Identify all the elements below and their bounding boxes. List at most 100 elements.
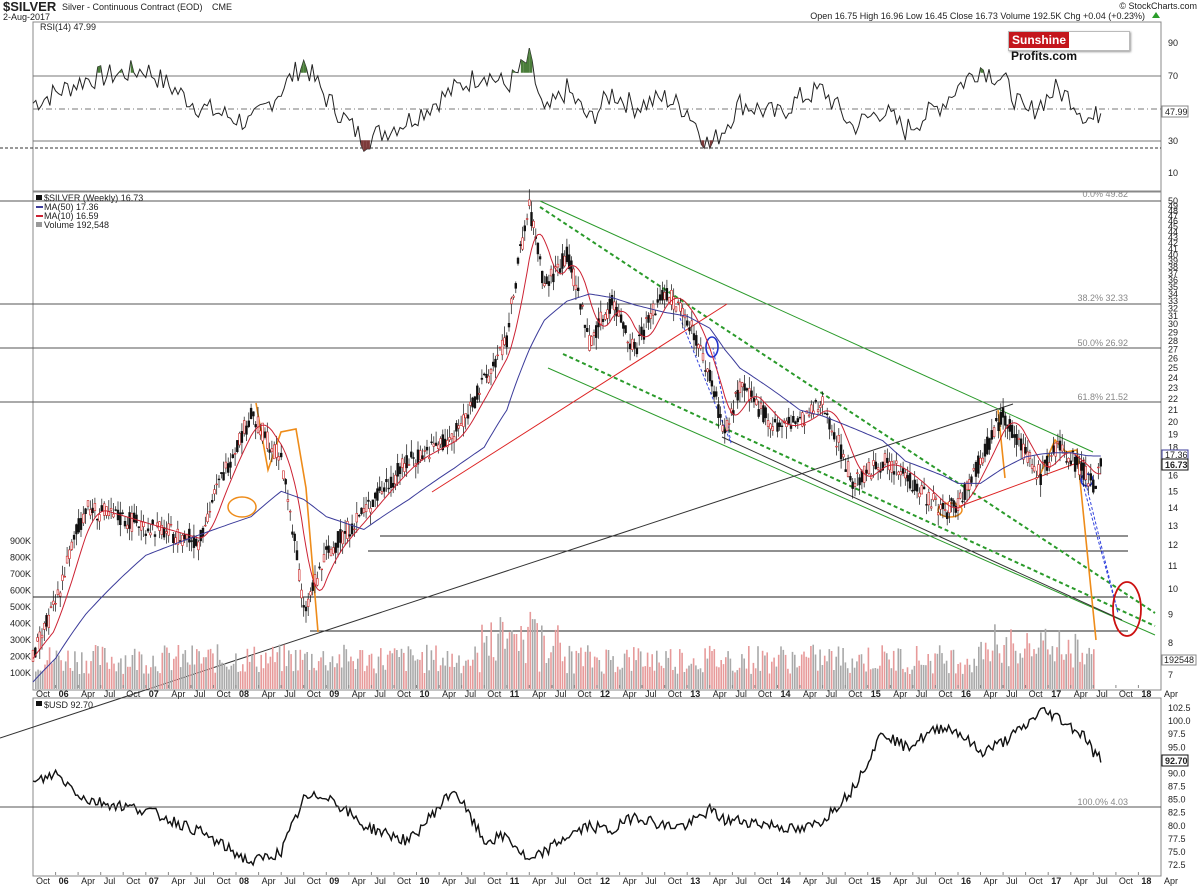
volume-bar xyxy=(697,669,699,689)
price-candle xyxy=(915,483,919,492)
volume-bar xyxy=(251,655,253,689)
volume-bar xyxy=(196,649,198,689)
volume-bar xyxy=(782,649,785,689)
volume-bar xyxy=(292,671,295,689)
price-candle xyxy=(252,411,255,417)
x-tick-label: Oct xyxy=(36,876,51,886)
volume-bar xyxy=(745,668,748,689)
volume-bar xyxy=(757,646,759,689)
price-candle xyxy=(1071,450,1075,453)
price-candle xyxy=(1050,455,1053,457)
legend-volume: Volume 192,548 xyxy=(44,220,109,230)
price-tick: 23 xyxy=(1168,383,1178,393)
price-candle xyxy=(1010,424,1014,438)
volume-bar xyxy=(48,647,51,689)
price-candle xyxy=(963,484,966,500)
x-tick-label: 08 xyxy=(239,876,249,886)
price-candle xyxy=(52,600,55,605)
volume-bar xyxy=(582,666,584,689)
price-candle xyxy=(734,392,737,394)
volume-bar xyxy=(982,659,985,689)
volume-bar xyxy=(115,671,118,689)
price-candle xyxy=(350,523,354,535)
price-candle xyxy=(496,354,499,357)
price-candle xyxy=(995,417,998,422)
price-candle xyxy=(114,509,117,511)
price-candle xyxy=(201,527,205,538)
price-candle xyxy=(98,514,101,522)
price-candle xyxy=(1078,463,1081,475)
volume-bar xyxy=(637,648,640,689)
volume-bar xyxy=(938,645,941,689)
rsi-oversold-fill xyxy=(701,140,705,149)
volume-bar xyxy=(902,668,904,689)
price-candle xyxy=(362,508,366,513)
volume-bar xyxy=(1053,661,1056,689)
volume-bar xyxy=(690,663,693,689)
volume-bar xyxy=(761,650,764,689)
price-candle xyxy=(656,299,659,303)
volume-bar xyxy=(952,649,955,689)
volume-bar xyxy=(679,649,681,689)
price-candle xyxy=(75,524,78,535)
volume-bar xyxy=(909,674,911,689)
price-candle xyxy=(448,437,451,441)
volume-bar xyxy=(345,649,348,689)
legend-ma50: MA(50) 17.36 xyxy=(44,202,99,212)
x-tick-label: Apr xyxy=(262,689,276,699)
volume-bar xyxy=(1093,649,1095,689)
x-tick-label: Oct xyxy=(668,689,683,699)
volume-bar xyxy=(214,672,216,689)
rsi-tick: 70 xyxy=(1168,71,1178,81)
volume-bar xyxy=(840,665,842,689)
x-tick-label: 13 xyxy=(690,689,700,699)
x-tick-label: Apr xyxy=(1164,689,1178,699)
volume-bar xyxy=(414,660,417,689)
volume-bar xyxy=(842,648,844,689)
volume-bar xyxy=(478,672,481,689)
volume-bar xyxy=(403,652,405,689)
volume-bar xyxy=(306,652,308,689)
volume-bar xyxy=(920,664,923,689)
price-candle xyxy=(918,492,921,498)
volume-tick: 500K xyxy=(10,602,31,612)
price-candle xyxy=(812,410,815,415)
volume-bar xyxy=(488,655,490,689)
volume-bar xyxy=(412,655,414,689)
volume-bar xyxy=(152,655,154,689)
volume-bar xyxy=(998,653,1001,689)
x-tick-label: Oct xyxy=(1119,689,1134,699)
volume-bar xyxy=(554,629,557,689)
green-dashed-upper xyxy=(539,206,1156,614)
volume-bar xyxy=(156,671,159,689)
usd-scale: 102.5100.097.595.092.590.087.585.082.580… xyxy=(1168,703,1191,870)
price-candle xyxy=(958,492,962,499)
price-candle xyxy=(1045,455,1049,471)
volume-bar xyxy=(377,656,380,689)
price-candle xyxy=(1033,466,1036,472)
price-candle xyxy=(663,292,666,300)
volume-bar xyxy=(536,623,538,689)
price-candle xyxy=(238,432,241,446)
price-candle xyxy=(382,487,386,492)
volume-bar xyxy=(803,651,805,689)
volume-bar xyxy=(557,625,559,689)
price-candle xyxy=(339,529,342,543)
price-tick: 19 xyxy=(1168,429,1178,439)
price-candle xyxy=(487,375,490,383)
volume-bar xyxy=(945,660,948,689)
price-candle xyxy=(503,337,506,345)
price-candle xyxy=(318,566,321,569)
price-candle xyxy=(357,514,361,517)
price-candle xyxy=(860,470,864,483)
volume-bar xyxy=(752,662,755,689)
volume-bar xyxy=(223,663,226,689)
volume-tick: 800K xyxy=(10,553,31,563)
volume-bar xyxy=(731,670,734,689)
rsi-overbought-fill xyxy=(97,65,101,73)
fib-label: 61.8% 21.52 xyxy=(1077,392,1128,402)
price-candle xyxy=(478,392,481,395)
price-candle xyxy=(208,510,212,513)
volume-bar xyxy=(465,660,467,689)
volume-bar xyxy=(212,653,214,689)
